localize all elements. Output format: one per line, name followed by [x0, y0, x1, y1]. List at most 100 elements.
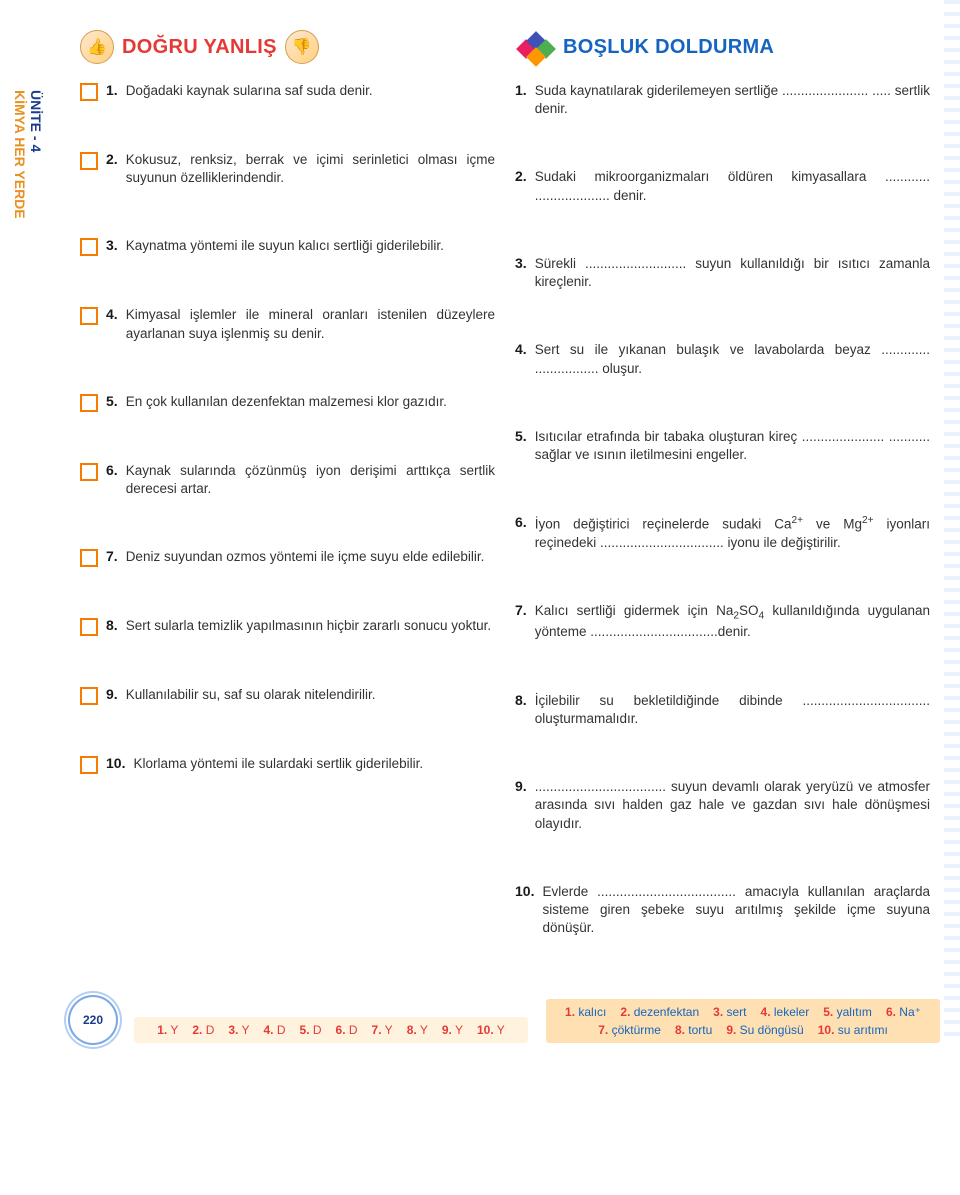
answer-item: 7. çöktürme	[598, 1023, 661, 1037]
tf-question-row: 3.Kaynatma yöntemi ile suyun kalıcı sert…	[80, 237, 495, 256]
question-text: Kullanılabilir su, saf su olarak nitelen…	[126, 686, 376, 704]
page-number-badge: 220	[70, 997, 116, 1043]
answers-footer: 220 1. Y2. D3. Y4. D5. D6. D7. Y8. Y9. Y…	[40, 997, 960, 1043]
question-number: 4.	[515, 341, 527, 357]
page-border-decoration	[944, 0, 960, 1043]
answer-item: 9. Su döngüsü	[726, 1023, 803, 1037]
answer-box[interactable]	[80, 238, 98, 256]
question-number: 2.	[106, 151, 118, 167]
question-number: 10.	[106, 755, 125, 771]
tf-question-row: 1. Doğadaki kaynak sularına saf suda deni…	[80, 82, 495, 101]
answer-item: 4. D	[264, 1023, 286, 1037]
left-header: 👍 DOĞRU YANLIŞ 👎	[80, 30, 495, 64]
question-text: Suda kaynatılarak giderilemeyen sertliğe…	[535, 82, 930, 118]
answer-item: 1. kalıcı	[565, 1005, 606, 1019]
question-number: 7.	[515, 602, 527, 618]
answer-item: 8. tortu	[675, 1023, 712, 1037]
answer-item: 6. D	[336, 1023, 358, 1037]
question-number: 9.	[515, 778, 527, 794]
fill-question-row: 8. İçilebilir su bekletildiğinde dibinde …	[515, 692, 930, 728]
tf-question-row: 7. Deniz suyundan ozmos yöntemi ile içme …	[80, 548, 495, 567]
answer-item: 6. Na⁺	[886, 1005, 921, 1019]
answer-box[interactable]	[80, 152, 98, 170]
question-number: 10.	[515, 883, 534, 899]
cube-icon	[515, 30, 555, 64]
fill-question-row: 7. Kalıcı sertliği gidermek için Na2SO4 k…	[515, 602, 930, 642]
left-heading: DOĞRU YANLIŞ	[122, 36, 277, 59]
answer-box[interactable]	[80, 756, 98, 774]
fill-question-row: 6.İyon değiştirici reçinelerde sudaki Ca…	[515, 514, 930, 552]
right-header: BOŞLUK DOLDURMA	[515, 30, 930, 64]
answer-box[interactable]	[80, 549, 98, 567]
answer-item: 10. su arıtımı	[818, 1023, 888, 1037]
tf-question-row: 8.Sert sularla temizlik yapılmasının hiç…	[80, 617, 495, 636]
question-text: Klorlama yöntemi ile sulardaki sertlik g…	[133, 755, 423, 773]
question-text: Kimyasal işlemler ile mineral oranları i…	[126, 306, 495, 342]
question-text: Kalıcı sertliği gidermek için Na2SO4 kul…	[535, 602, 930, 642]
true-false-column: 👍 DOĞRU YANLIŞ 👎 1. Doğadaki kaynak sular…	[70, 30, 505, 987]
answer-box[interactable]	[80, 394, 98, 412]
question-text: Deniz suyundan ozmos yöntemi ile içme su…	[126, 548, 485, 566]
tf-question-row: 2. Kokusuz, renksiz, berrak ve içimi seri…	[80, 151, 495, 187]
question-text: Sudaki mikroorganizmaları öldüren kimyas…	[535, 168, 930, 204]
question-number: 1.	[106, 82, 118, 98]
question-text: Sürekli ........................... suyu…	[535, 255, 930, 291]
question-number: 9.	[106, 686, 118, 702]
question-text: Doğadaki kaynak sularına saf suda denir.	[126, 82, 373, 100]
question-text: ................................... suyu…	[535, 778, 930, 833]
answer-box[interactable]	[80, 463, 98, 481]
answer-item: 3. Y	[228, 1023, 249, 1037]
answer-box[interactable]	[80, 307, 98, 325]
question-number: 3.	[106, 237, 118, 253]
fill-question-row: 3. Sürekli ........................... su…	[515, 255, 930, 291]
question-text: Evlerde ................................…	[542, 883, 930, 938]
question-number: 8.	[515, 692, 527, 708]
fill-blank-column: BOŞLUK DOLDURMA 1. Suda kaynatılarak gide…	[505, 30, 940, 987]
question-text: Kaynak sularında çözünmüş iyon derişimi …	[126, 462, 495, 498]
side-tab: ÜNİTE - 4 KİMYA HER YERDE	[12, 90, 44, 219]
answer-item: 8. Y	[407, 1023, 428, 1037]
right-heading: BOŞLUK DOLDURMA	[563, 36, 774, 59]
question-number: 7.	[106, 548, 118, 564]
fill-question-row: 4. Sert su ile yıkanan bulaşık ve lavabol…	[515, 341, 930, 377]
question-number: 5.	[106, 393, 118, 409]
answer-box[interactable]	[80, 618, 98, 636]
question-text: Isıtıcılar etrafında bir tabaka oluştura…	[535, 428, 930, 464]
tf-question-row: 5. En çok kullanılan dezenfektan malzemes…	[80, 393, 495, 412]
question-number: 1.	[515, 82, 527, 98]
answer-item: 10. Y	[477, 1023, 505, 1037]
question-text: Kokusuz, renksiz, berrak ve içimi serinl…	[126, 151, 495, 187]
question-text: İyon değiştirici reçinelerde sudaki Ca2+…	[535, 514, 930, 552]
tf-question-row: 9. Kullanılabilir su, saf su olarak nitel…	[80, 686, 495, 705]
fill-question-row: 1. Suda kaynatılarak giderilemeyen sertli…	[515, 82, 930, 118]
question-number: 4.	[106, 306, 118, 322]
fill-question-row: 9. ................................... su…	[515, 778, 930, 833]
fill-question-row: 5. Isıtıcılar etrafında bir tabaka oluştu…	[515, 428, 930, 464]
answer-item: 9. Y	[442, 1023, 463, 1037]
question-text: Sert sularla temizlik yapılmasının hiçbi…	[126, 617, 491, 635]
thumbs-up-icon: 👍	[80, 30, 114, 64]
question-number: 5.	[515, 428, 527, 444]
answers-left-box: 1. Y2. D3. Y4. D5. D6. D7. Y8. Y9. Y10. …	[134, 1017, 528, 1043]
fill-question-row: 10. Evlerde .............................…	[515, 883, 930, 938]
question-text: İçilebilir su bekletildiğinde dibinde ..…	[535, 692, 930, 728]
question-text: En çok kullanılan dezenfektan malzemesi …	[126, 393, 447, 411]
unit-label: ÜNİTE - 4	[28, 90, 44, 211]
question-number: 6.	[106, 462, 118, 478]
content-columns: 👍 DOĞRU YANLIŞ 👎 1. Doğadaki kaynak sular…	[40, 30, 960, 987]
answers-right-box: 1. kalıcı 2. dezenfektan 3. sert 4. lekeler…	[546, 999, 940, 1043]
fill-question-row: 2.Sudaki mikroorganizmaları öldüren kimy…	[515, 168, 930, 204]
answer-item: 5. D	[300, 1023, 322, 1037]
page-number: 220	[83, 1013, 103, 1027]
question-text: Sert su ile yıkanan bulaşık ve lavabolar…	[535, 341, 930, 377]
answer-box[interactable]	[80, 83, 98, 101]
answer-item: 3. sert	[713, 1005, 746, 1019]
tf-question-row: 10. Klorlama yöntemi ile sulardaki sertli…	[80, 755, 495, 774]
subject-label: KİMYA HER YERDE	[12, 90, 28, 219]
answer-item: 2. dezenfektan	[620, 1005, 699, 1019]
answer-item: 1. Y	[157, 1023, 178, 1037]
question-number: 3.	[515, 255, 527, 271]
answer-box[interactable]	[80, 687, 98, 705]
answer-item: 2. D	[192, 1023, 214, 1037]
answer-item: 4. lekeler	[761, 1005, 810, 1019]
